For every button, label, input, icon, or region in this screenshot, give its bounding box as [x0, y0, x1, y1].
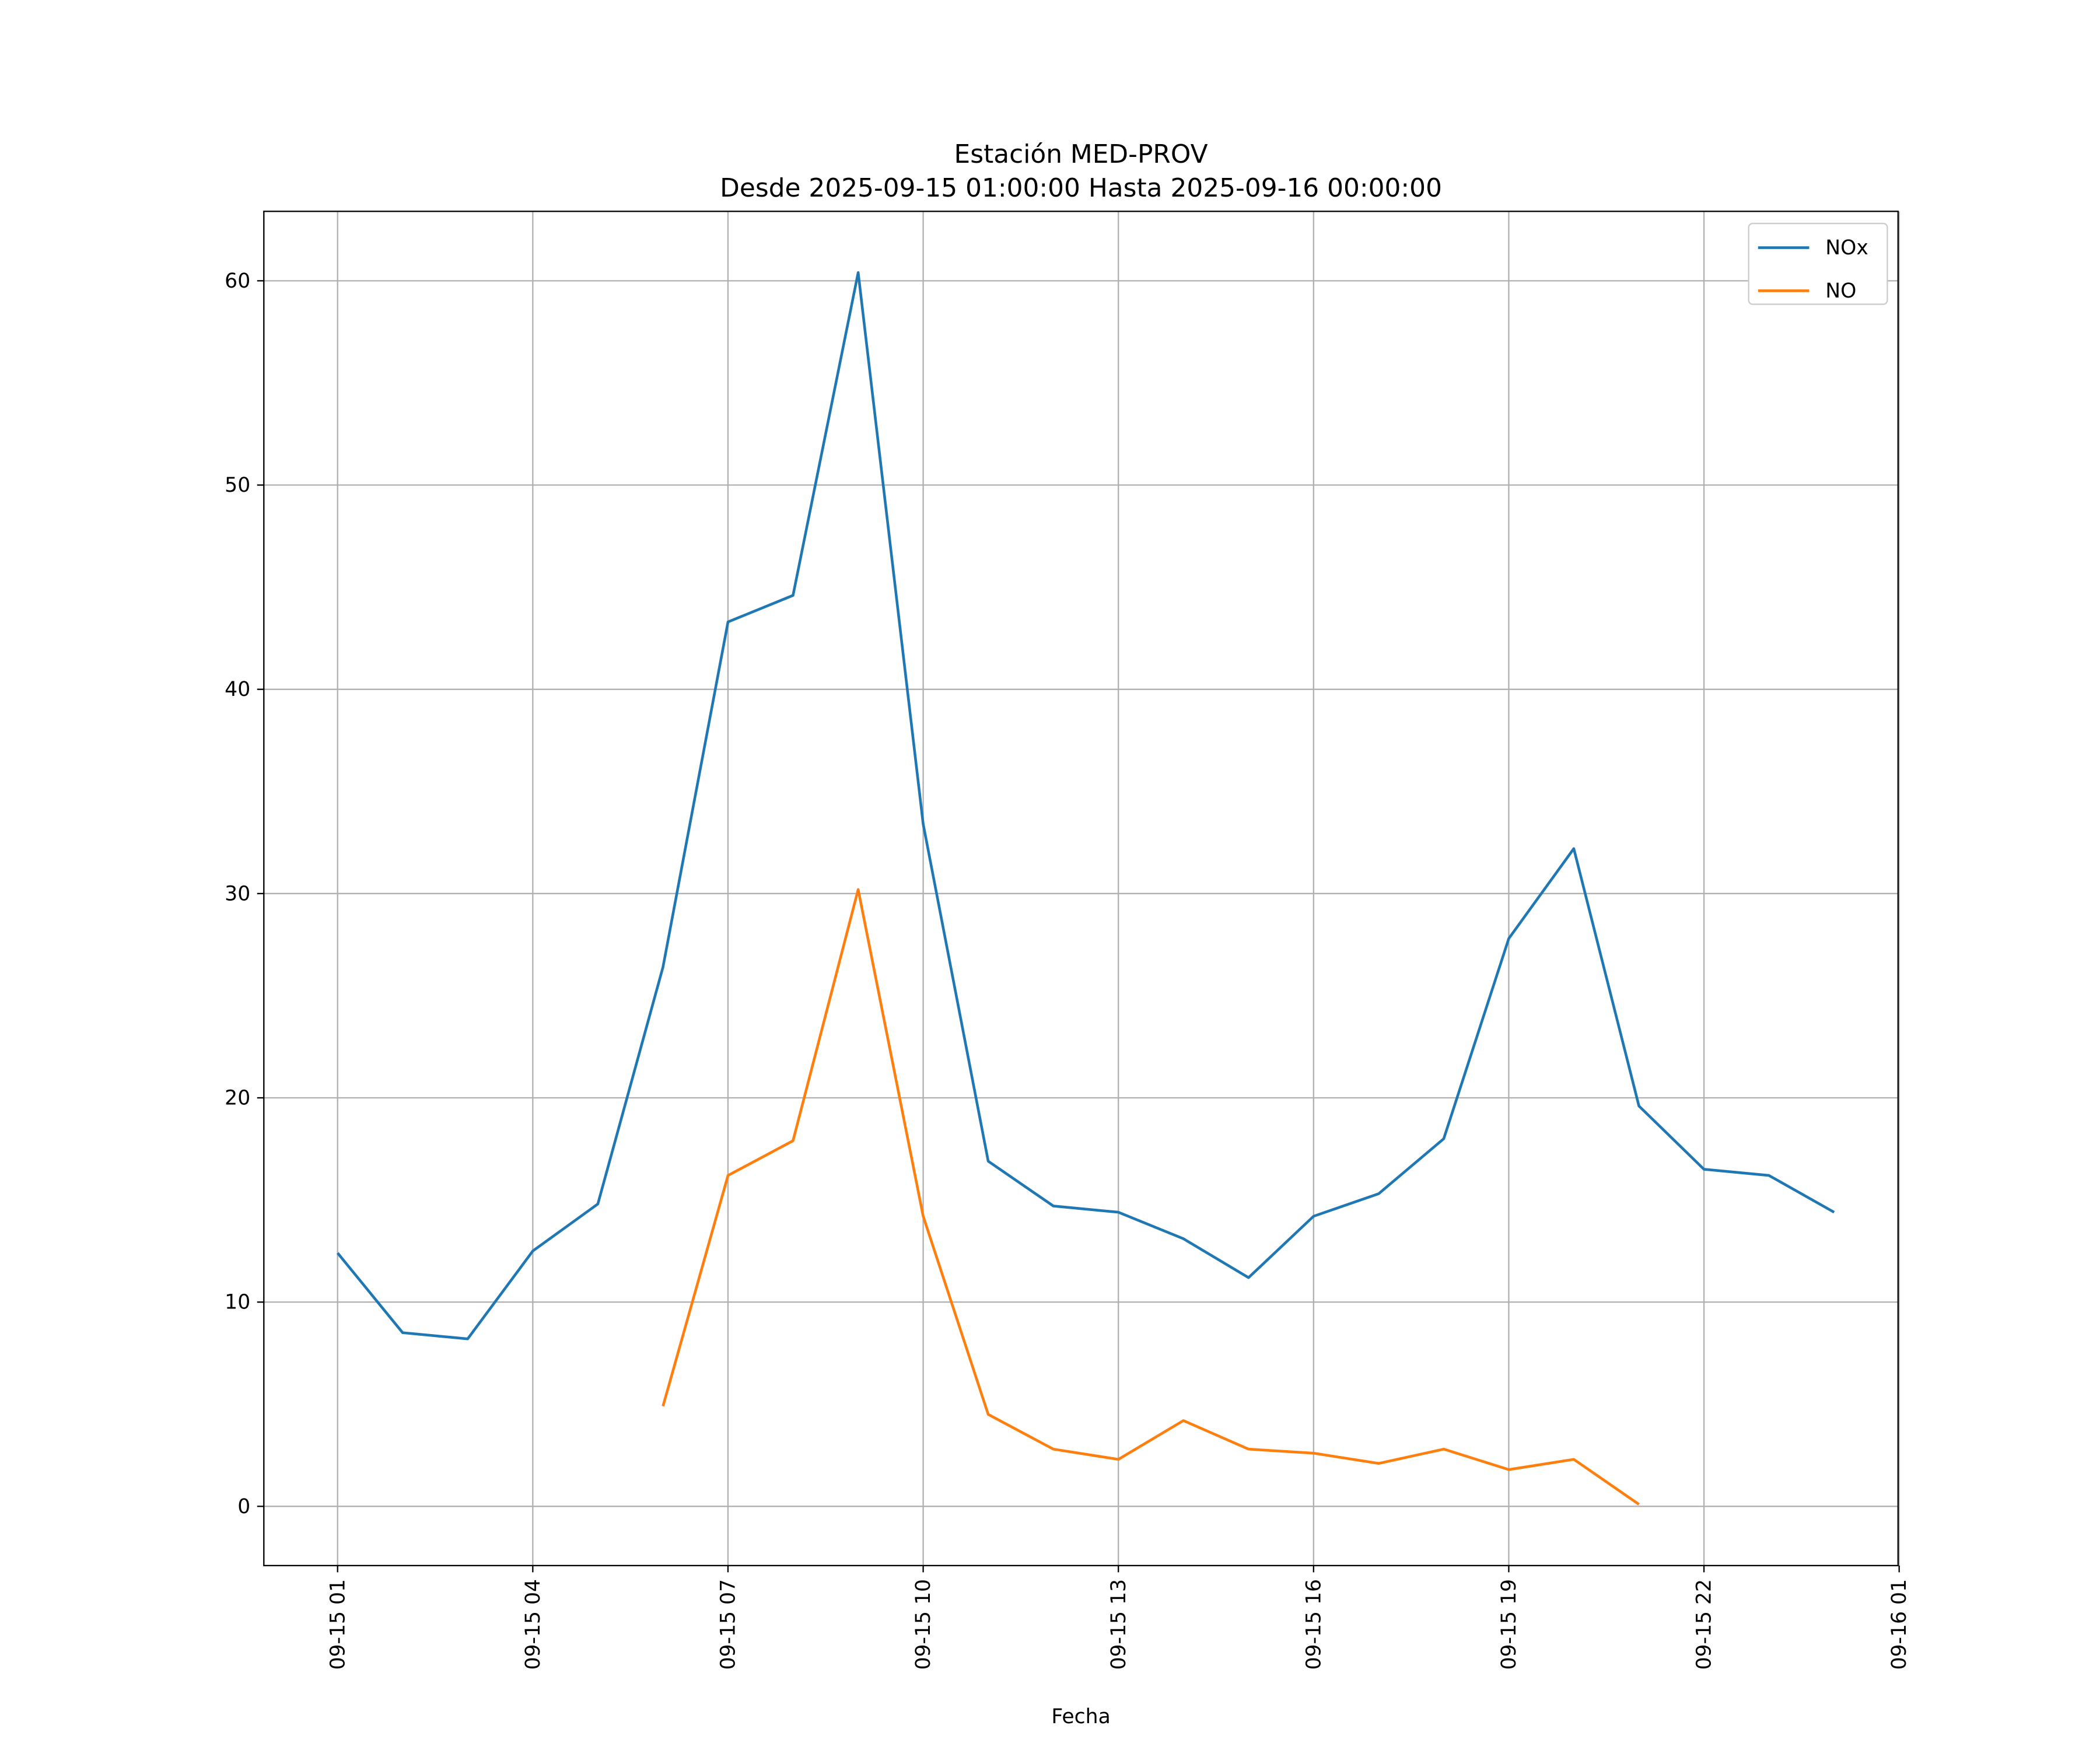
grid-lines [264, 211, 1900, 1566]
axis-ticks: 09-15 01 09-15 04 09-15 07 09-15 10 09-15 13… [225, 270, 1911, 1670]
x-tick-label: 09-16 01 [1888, 1579, 1911, 1670]
x-tick-label: 09-15 04 [522, 1579, 545, 1670]
legend-label-nox: NOx [1825, 236, 1868, 260]
y-tick-label: 20 [225, 1087, 250, 1110]
x-tick-label: 09-15 13 [1107, 1579, 1130, 1670]
x-axis-label: Fecha [1051, 1705, 1110, 1728]
x-tick-label: 09-15 22 [1693, 1579, 1716, 1670]
x-tick-label: 09-15 01 [326, 1579, 349, 1670]
plot-frame [263, 211, 1899, 1566]
y-tick-label: 60 [225, 270, 250, 293]
x-tick-label: 09-15 19 [1497, 1579, 1521, 1670]
y-tick-label: 40 [225, 678, 250, 701]
series-line-no [662, 888, 1640, 1506]
x-tick-label: 09-15 10 [912, 1579, 935, 1670]
legend-label-no: NO [1825, 279, 1856, 303]
series-lines [336, 271, 1835, 1506]
y-tick-label: 0 [237, 1495, 250, 1518]
y-tick-label: 30 [225, 882, 250, 905]
x-tick-label: 09-15 07 [717, 1579, 740, 1670]
legend: NOx NO [1748, 222, 1888, 305]
y-tick-label: 10 [225, 1291, 250, 1314]
y-tick-label: 50 [225, 474, 250, 497]
legend-box [1748, 222, 1888, 305]
chart-subtitle: Desde 2025-09-15 01:00:00 Hasta 2025-09-… [720, 173, 1442, 203]
x-tick-label: 09-15 16 [1302, 1579, 1325, 1670]
chart-title: Estación MED-PROV [954, 139, 1208, 169]
series-line-nox [336, 271, 1835, 1340]
